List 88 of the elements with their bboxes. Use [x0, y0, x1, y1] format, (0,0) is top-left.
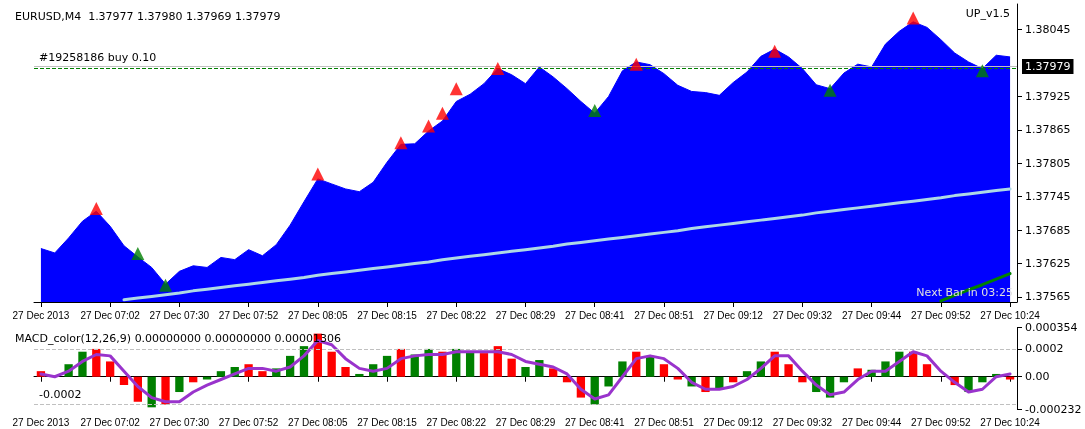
bar	[521, 367, 530, 377]
y-tick-label: 1.37625	[1025, 257, 1071, 271]
point	[588, 103, 602, 117]
point	[435, 106, 449, 120]
point	[131, 247, 145, 261]
x-tick-label: 27 Dec 07:30	[149, 416, 210, 428]
point	[906, 11, 920, 25]
y-tick-label: 0.00	[1025, 370, 1050, 384]
y-tick-label: 1.37865	[1025, 123, 1071, 137]
bar	[105, 361, 115, 377]
bar	[784, 364, 793, 377]
annotation: UP_v1.5	[965, 7, 1011, 20]
bar	[327, 351, 336, 377]
point	[422, 119, 436, 133]
ref-line-label: -0.0002	[39, 387, 82, 401]
bar	[549, 368, 558, 377]
x-tick-label: 27 Dec 08:05	[288, 309, 348, 321]
x-tick-label: 27 Dec 09:52	[911, 416, 972, 428]
y-tick-label: 1.37805	[1025, 156, 1071, 170]
point	[394, 136, 408, 150]
x-tick-label: 27 Dec 08:41	[564, 309, 625, 321]
ref-line-label: 1.37979	[1025, 59, 1071, 73]
x-tick-label: 27 Dec 2013	[12, 309, 70, 321]
bar	[978, 376, 987, 383]
x-tick-label: 27 Dec 09:12	[703, 309, 764, 321]
x-tick-label: 27 Dec 08:41	[564, 416, 625, 428]
y-tick-label: 0.000354	[1025, 321, 1078, 334]
bar	[798, 376, 807, 383]
x-tick-label: 27 Dec 09:32	[772, 416, 833, 428]
bar	[659, 364, 669, 377]
x-tick-label: 27 Dec 08:22	[426, 309, 487, 321]
x-tick-label: 27 Dec 09:12	[703, 416, 764, 428]
bar	[341, 367, 350, 377]
bar	[507, 358, 516, 377]
x-tick-label: 27 Dec 08:29	[495, 309, 556, 321]
point	[823, 83, 837, 97]
x-tick-label: 27 Dec 09:44	[841, 309, 902, 321]
point	[975, 64, 989, 78]
x-tick-label: 27 Dec 08:51	[634, 416, 695, 428]
x-tick-label: 27 Dec 2013	[12, 416, 70, 428]
bar	[479, 353, 489, 377]
point	[311, 167, 325, 181]
bar	[604, 376, 613, 387]
x-tick-label: 27 Dec 10:24	[980, 309, 1041, 321]
x-tick-label: 27 Dec 08:51	[634, 309, 695, 321]
bar	[922, 364, 932, 377]
bar	[729, 376, 738, 383]
x-tick-label: 27 Dec 08:22	[426, 416, 487, 428]
point	[491, 62, 505, 76]
bar	[175, 376, 184, 393]
y-tick-label: 1.37565	[1025, 290, 1071, 304]
x-tick-label: 27 Dec 08:15	[357, 309, 418, 321]
bar	[216, 371, 226, 377]
x-tick-label: 27 Dec 08:05	[288, 416, 348, 428]
bar	[853, 368, 862, 377]
x-tick-label: 27 Dec 08:15	[357, 416, 418, 428]
y-tick-label: 1.37925	[1025, 89, 1071, 103]
x-tick-label: 27 Dec 09:32	[772, 309, 833, 321]
ref-line-label: #19258186 buy 0.10	[39, 51, 157, 65]
x-tick-label: 27 Dec 10:24	[980, 416, 1041, 428]
point	[449, 82, 463, 96]
bar	[465, 351, 475, 377]
x-tick-label: 27 Dec 07:02	[80, 416, 141, 428]
y-tick-label: 1.37685	[1025, 223, 1071, 237]
bar	[742, 371, 752, 377]
bar	[119, 376, 129, 386]
y-tick-label: -0.000232	[1025, 402, 1082, 416]
x-tick-label: 27 Dec 07:52	[218, 309, 279, 321]
bar	[673, 376, 682, 380]
x-tick-label: 27 Dec 09:52	[911, 309, 972, 321]
x-tick-label: 27 Dec 07:02	[80, 309, 141, 321]
point	[159, 278, 173, 292]
line-series	[122, 187, 1012, 302]
point	[768, 44, 782, 58]
bar	[1005, 376, 1015, 380]
y-tick-label: 0.0002	[1025, 342, 1064, 356]
x-tick-label: 27 Dec 08:29	[495, 416, 556, 428]
y-tick-label: 1.37745	[1025, 190, 1071, 204]
x-tick-label: 27 Dec 07:30	[149, 309, 210, 321]
point	[89, 201, 103, 215]
text: EURUSD,M4 1.37977 1.37980 1.37969 1.37979	[15, 10, 281, 23]
point	[629, 57, 643, 71]
bar	[202, 376, 212, 380]
bar	[258, 371, 267, 377]
y-tick-label: 1.38045	[1025, 23, 1071, 37]
x-tick-label: 27 Dec 09:44	[841, 416, 902, 428]
bar	[355, 373, 364, 377]
x-tick-label: 27 Dec 07:52	[218, 416, 279, 428]
